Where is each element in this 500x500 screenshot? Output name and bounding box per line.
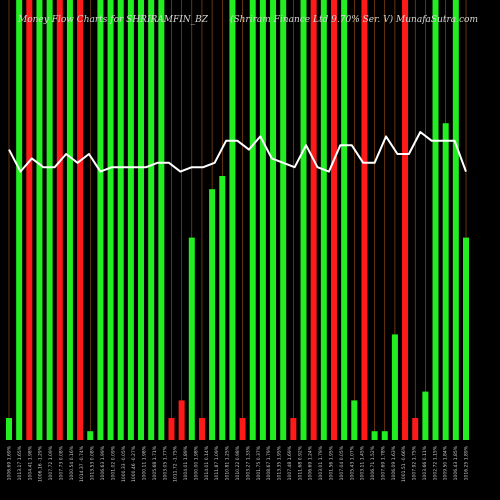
x-tick-label: 1008.67 1.79% [266,445,272,480]
bar [270,0,277,440]
bar [87,431,94,440]
bar [280,0,287,440]
bar [168,418,175,440]
x-tick-label: 1001.51 -0.66% [401,445,407,482]
x-tick-label: 1000.33 -0.05% [121,445,127,482]
bar [310,0,317,440]
x-tick-label: 1001.75 0.37% [256,445,262,480]
x-tick-label: 1000.11 1.98% [142,445,148,480]
bar [66,0,73,440]
x-tick-label: 1005.43 1.07% [349,445,355,480]
x-tick-label: 1007.69 1.78% [380,445,386,480]
x-tick-label: 1002.72 1.15% [432,445,438,480]
line-path [8,131,467,173]
x-tick-label: 1011.72 -1.75% [173,445,179,482]
x-tick-label: 1014.01 0.14% [204,445,210,480]
bar [330,0,337,440]
bar [77,0,84,440]
x-tick-label: 1010.81 1.25% [225,445,231,480]
bar [26,0,33,440]
x-tick-label: 1010.22 0.98% [235,445,241,480]
x-tick-label: 1007.72 1.09% [48,445,54,480]
x-tick-label: 1006.09 1.63% [391,445,397,480]
bar [259,0,266,440]
bar [452,0,459,440]
x-axis-tick-labels: 1006.69 1.69% 1013.17 1.65% 1004.41 1.98% 1… [7,445,470,482]
bar [351,400,358,440]
bar [300,0,307,440]
x-tick-label: 1007.48 1.69% [287,445,293,480]
bar [320,0,327,440]
x-tick-label: 1003.05 1.77% [162,445,168,480]
chart-title-left: Money Flow Charts for SHRIRAMFIN_BZ [17,15,209,25]
x-tick-label: 1000.54 0.16% [69,445,75,480]
x-tick-label: 1006.16 -1.29% [38,445,44,482]
bar [432,0,439,440]
bar [188,237,195,440]
x-tick-label: 1006.69 1.24% [308,445,314,480]
bar [178,400,185,440]
bar [442,123,449,440]
x-tick-label: 1003.27 1.33% [245,445,251,480]
line-series [8,131,467,173]
bar [381,431,388,440]
bar [422,391,429,440]
bar [239,418,246,440]
bar [209,189,216,440]
bar [127,0,134,440]
bar [341,0,348,440]
bar [56,0,63,440]
bar [138,0,145,440]
bar [249,0,256,440]
x-tick-label: 1004.41 1.98% [27,445,33,480]
bar [402,0,409,440]
bar [412,418,419,440]
bar [361,0,368,440]
x-tick-label: 1006.69 1.69% [7,445,13,480]
bar [46,0,53,440]
x-tick-label: 1000.46 -0.27% [131,445,137,482]
bar [371,431,378,440]
bar [148,0,155,440]
bar [198,418,205,440]
x-tick-label: 1006.71 1.52% [370,445,376,480]
x-tick-label: 1011.68 0.92% [297,445,303,480]
bar [6,418,12,440]
x-tick-label: 1003.01 1.79% [318,445,324,480]
x-tick-label: 1006.43 1.85% [453,445,459,480]
x-tick-label: 1003.66 0.11% [422,445,428,480]
x-tick-label: 1007.73 0.08% [58,445,64,480]
x-tick-label: 1009.50 1.84% [443,445,449,480]
bar [158,0,165,440]
x-tick-label: 1006.63 1.99% [100,445,106,480]
bar [107,0,114,440]
x-tick-label: 1005.68 1.71% [152,445,158,480]
bar [391,334,398,440]
bar-series [6,0,469,440]
bar [117,0,124,440]
bar [97,0,104,440]
bar [219,176,226,440]
x-tick-label: 1003.11 1.45% [360,445,366,480]
bar [229,0,236,440]
x-tick-label: 1016.25 1.89% [464,445,470,480]
bar [290,418,297,440]
bar [463,237,469,440]
x-tick-label: 1000.00 1.98% [193,445,199,480]
x-tick-label: 1014.37 -0.74% [79,445,85,482]
x-tick-label: 1004.01 1.89% [183,445,189,480]
bar [36,0,43,440]
x-tick-label: 1013.35 1.95% [277,445,283,480]
bar [16,0,23,440]
x-tick-label: 1001.02 0.09% [110,445,116,480]
x-tick-label: 1013.17 1.65% [17,445,23,480]
x-tick-label: 1011.87 1.09% [214,445,220,480]
x-tick-label: 1007.92 1.75% [412,445,418,480]
chart-title-right: (Shriram Finance Ltd 9.70% Ser. V) Munaf… [230,14,478,25]
x-tick-label: 1013.53 0.08% [90,445,96,480]
x-tick-label: 1001.56 1.95% [328,445,334,480]
x-tick-label: 1007.04 0.05% [339,445,345,480]
